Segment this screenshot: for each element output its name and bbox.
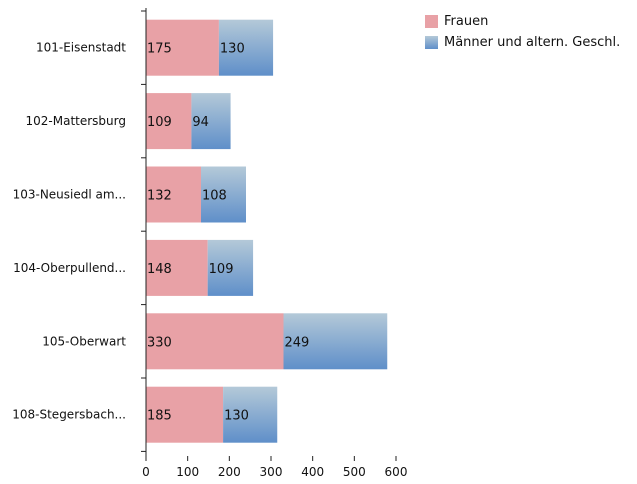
data-label-maenner: 249 <box>285 335 310 350</box>
bars-group: 175 130 109 94 132 108 148 109 330 249 185 130 <box>146 19 388 443</box>
bar-frauen <box>146 386 224 443</box>
legend-label-frauen: Frauen <box>444 14 489 29</box>
x-tick-label: 500 <box>343 465 366 479</box>
x-tick-label: 400 <box>301 465 324 479</box>
legend-label-maenner: Männer und altern. Geschl. <box>444 35 621 50</box>
legend: Frauen Männer und altern. Geschl. <box>425 11 620 53</box>
data-label-frauen: 330 <box>147 335 172 350</box>
data-label-maenner: 130 <box>224 409 249 424</box>
bar-maenner <box>218 19 274 76</box>
x-tick-label: 600 <box>385 465 408 479</box>
bar-maenner <box>207 239 254 296</box>
data-label-maenner: 109 <box>209 262 234 277</box>
bar-frauen <box>146 239 208 296</box>
category-label: 108-Stegersbach... <box>12 408 126 422</box>
category-label: 102-Mattersburg <box>26 114 126 128</box>
category-label: 104-Oberpullend... <box>13 261 126 275</box>
bar-frauen <box>146 93 192 150</box>
legend-item-frauen: Frauen <box>425 11 620 32</box>
category-label: 105-Oberwart <box>42 334 126 348</box>
x-tick-label: 300 <box>260 465 283 479</box>
legend-item-maenner: Männer und altern. Geschl. <box>425 32 620 53</box>
bar-maenner <box>283 313 388 370</box>
data-label-maenner: 108 <box>202 189 227 204</box>
x-tick-label: 100 <box>176 465 199 479</box>
data-label-maenner: 130 <box>220 42 245 57</box>
bar-frauen <box>146 166 201 223</box>
bar-maenner <box>201 166 246 223</box>
category-label: 101-Eisenstadt <box>36 41 126 55</box>
bar-frauen <box>146 19 219 76</box>
data-label-frauen: 175 <box>147 42 172 57</box>
data-label-frauen: 185 <box>147 409 172 424</box>
legend-swatch-maenner <box>425 36 438 49</box>
x-tick-label: 200 <box>218 465 241 479</box>
category-label: 103-Neusiedl am... <box>13 188 126 202</box>
data-label-frauen: 148 <box>147 262 172 277</box>
data-label-frauen: 132 <box>147 189 172 204</box>
bar-maenner <box>191 93 231 150</box>
axes-group: 101-Eisenstadt 102-Mattersburg 103-Neusied… <box>12 8 407 479</box>
legend-swatch-frauen <box>425 15 438 28</box>
bar-frauen <box>146 313 284 370</box>
data-label-frauen: 109 <box>147 115 172 130</box>
x-tick-label: 0 <box>142 465 150 479</box>
bar-maenner <box>223 386 278 443</box>
data-label-maenner: 94 <box>192 115 209 130</box>
